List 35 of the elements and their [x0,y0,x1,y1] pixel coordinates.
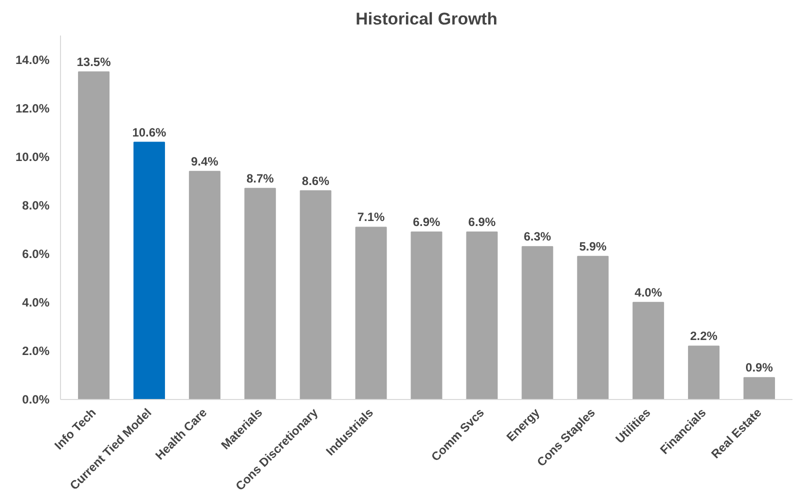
bar [300,190,332,400]
y-tick-label: 6.0% [22,246,50,261]
y-tick-label: 12.0% [15,101,50,116]
bar [355,226,387,400]
bar [577,256,609,400]
bar [743,377,775,400]
bar [133,142,165,400]
data-label: 9.4% [191,154,219,168]
data-label: 10.6% [132,125,167,140]
data-label: 6.9% [412,215,441,230]
y-tick-label: 0.0% [22,392,50,406]
bar [632,302,664,400]
y-tick-label: 14.0% [15,52,50,67]
bar [522,246,554,400]
data-label: 13.5% [76,54,112,69]
data-label: 2.2% [690,329,718,344]
data-label: 6.9% [468,215,496,230]
data-label: 7.1% [357,210,386,224]
y-tick-label: 8.0% [22,198,50,212]
data-label: 6.3% [524,230,552,244]
data-label: 0.9% [746,360,774,375]
bar [244,188,276,400]
bar [410,232,442,400]
data-label: 5.9% [579,239,607,254]
y-tick-label: 2.0% [22,344,50,358]
bar [188,170,220,400]
bar [466,232,498,400]
bar [688,346,720,400]
data-label: 8.7% [246,171,274,186]
y-tick-label: 10.0% [15,150,50,164]
y-tick-label: 4.0% [22,295,50,310]
chart-title: Historical Growth [356,10,498,28]
data-label: 4.0% [634,285,662,300]
data-label: 8.6% [302,174,330,188]
bar [78,71,110,400]
